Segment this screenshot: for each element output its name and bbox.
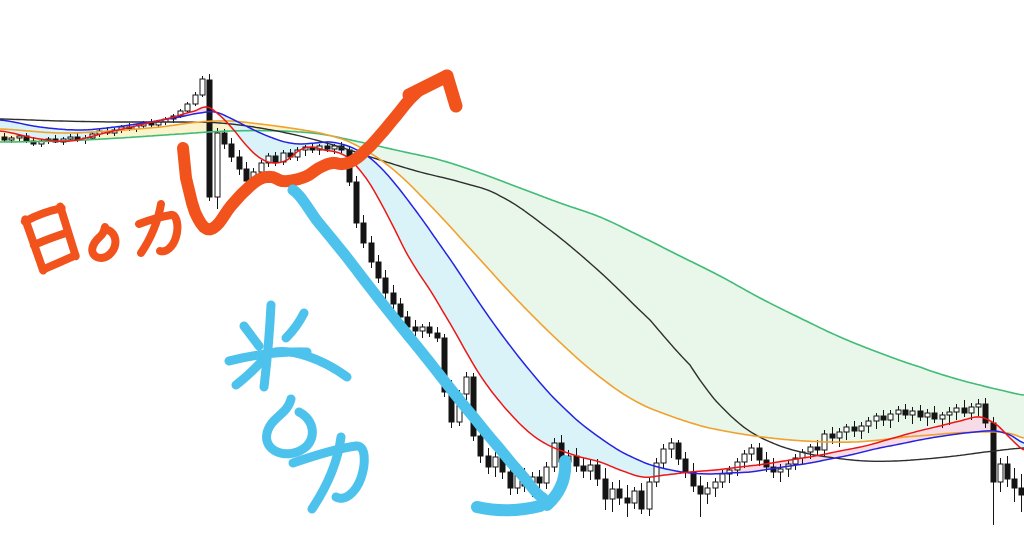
hand-annotations [20,69,572,517]
blue-down-arrow-head [471,500,546,517]
orange-up-arrow-head [440,69,463,113]
label-hi-no-chikara [20,200,182,275]
blue-down-arrow-head [541,455,572,511]
ma-line-green [0,129,1024,396]
blue-down-arrow [287,184,572,517]
orange-up-arrow [177,69,463,236]
blue-down-arrow-shaft [287,184,549,504]
candles-layer [1,74,1024,525]
ma-line-orange [0,120,1024,443]
label-bei-no-chikara [224,300,369,514]
ma-line-red [0,106,1024,478]
orange-up-arrow-head [402,69,454,102]
orange-up-arrow-shaft [177,80,432,236]
ma-line-black [0,118,1024,462]
